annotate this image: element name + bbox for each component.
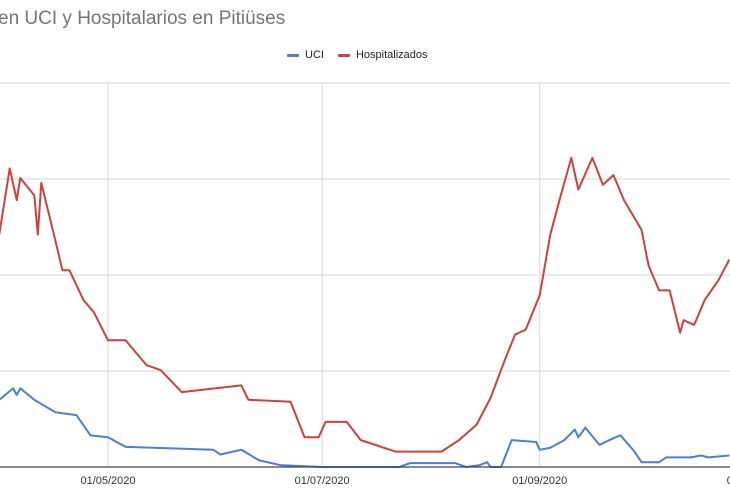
x-tick-label: 01/09/2020 bbox=[512, 475, 567, 487]
legend: UCI Hospitalizados bbox=[287, 49, 428, 61]
legend-label-hospitalizados: Hospitalizados bbox=[355, 49, 428, 61]
x-tick-label: 01/05/2020 bbox=[80, 475, 135, 487]
series-line-uci bbox=[0, 387, 730, 468]
legend-item-uci[interactable]: UCI bbox=[287, 49, 324, 61]
x-tick-label: 01/07/2020 bbox=[295, 475, 350, 487]
legend-item-hospitalizados[interactable]: Hospitalizados bbox=[337, 49, 428, 61]
legend-swatch-uci bbox=[287, 53, 299, 57]
chart-title: en UCI y Hospitalarios en Pitiüses bbox=[0, 8, 286, 29]
series-line-hospitalizados bbox=[0, 156, 730, 453]
legend-swatch-hospitalizados bbox=[337, 53, 350, 57]
legend-label-uci: UCI bbox=[305, 49, 324, 61]
x-tick-label: 01/11/2020 bbox=[727, 475, 730, 487]
